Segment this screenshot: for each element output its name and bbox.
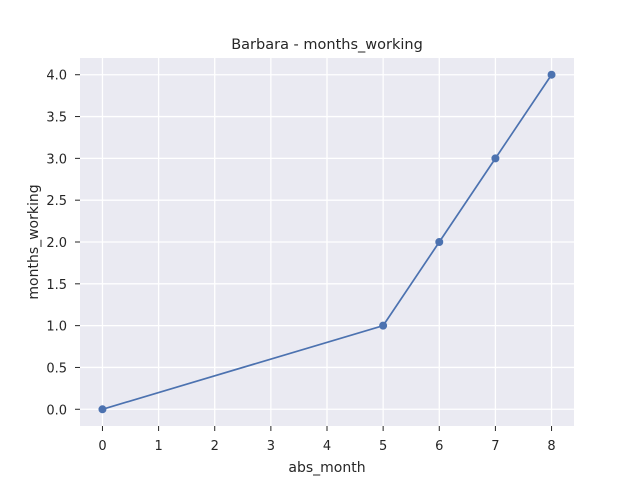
x-tick-label: 1 bbox=[154, 439, 162, 454]
y-tick-label: 3.0 bbox=[46, 152, 67, 167]
data-point bbox=[435, 238, 444, 246]
chart-title: Barbara - months_working bbox=[231, 37, 423, 53]
x-tick-label: 4 bbox=[323, 439, 331, 454]
x-axis-label: abs_month bbox=[288, 460, 365, 476]
data-point bbox=[547, 70, 556, 79]
grid bbox=[80, 58, 574, 426]
x-tick-label: 0 bbox=[98, 439, 106, 454]
x-tick-label: 3 bbox=[267, 439, 275, 454]
y-tick-label: 4.0 bbox=[46, 69, 67, 84]
x-axis: 0 1 2 3 4 5 6 7 8 bbox=[98, 426, 556, 454]
x-tick-label: 6 bbox=[435, 439, 443, 454]
x-tick-label: 2 bbox=[211, 439, 219, 454]
y-tick-label: 2.0 bbox=[46, 236, 67, 251]
y-tick-label: 0.5 bbox=[46, 361, 67, 376]
y-axis: 0.0 0.5 1.0 1.5 2.0 2.5 3.0 3.5 4.0 bbox=[46, 69, 80, 418]
data-point bbox=[379, 321, 388, 330]
y-tick-label: 0.0 bbox=[46, 403, 67, 418]
y-tick-label: 3.5 bbox=[46, 111, 67, 126]
y-axis-label: months_working bbox=[26, 184, 42, 299]
y-tick-label: 2.5 bbox=[46, 194, 67, 209]
y-tick-label: 1.0 bbox=[46, 320, 67, 335]
x-tick-label: 8 bbox=[547, 439, 555, 454]
x-tick-label: 5 bbox=[379, 439, 387, 454]
y-tick-label: 1.5 bbox=[46, 278, 67, 293]
data-point bbox=[98, 405, 107, 414]
series-group bbox=[98, 70, 556, 414]
x-tick-label: 7 bbox=[491, 439, 499, 454]
data-point bbox=[491, 154, 500, 163]
